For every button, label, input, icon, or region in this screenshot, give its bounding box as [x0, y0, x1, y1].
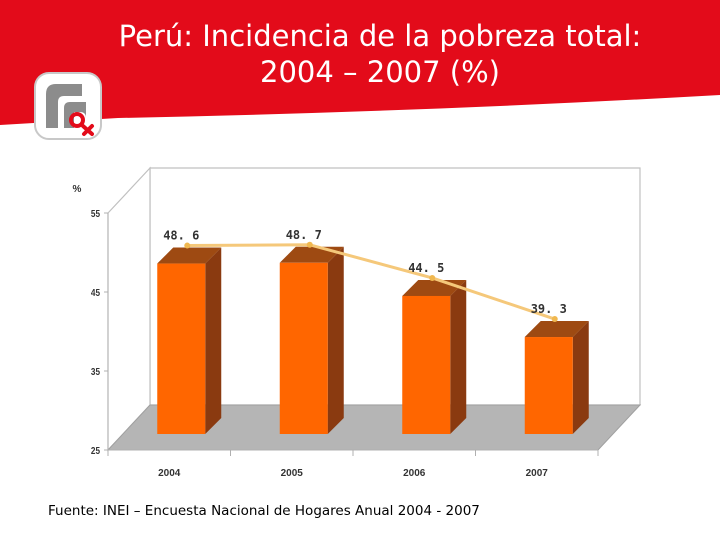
title-line-1: Perú: Incidencia de la pobreza total:: [118, 19, 642, 53]
y-tick-label: 45: [91, 287, 100, 298]
y-axis-label: %: [73, 184, 82, 195]
inei-logo-icon: [34, 72, 102, 140]
bar-side: [450, 279, 467, 434]
y-axis: 25 35 45 55%: [73, 184, 109, 456]
bar-side: [327, 246, 344, 434]
bar-2004: [157, 263, 206, 434]
bar-top: [524, 321, 589, 338]
y-tick-label: 35: [91, 366, 100, 377]
data-label-2005: 48. 7: [286, 228, 322, 242]
title-line-2: 2004 – 2007 (%): [260, 55, 500, 89]
trend-point-2006: [429, 274, 436, 281]
bar-2005: [279, 262, 328, 434]
trend-point-2005: [306, 241, 313, 248]
x-tick-label-2005: 2005: [281, 468, 304, 479]
bar-side: [205, 247, 222, 434]
page-title: Perú: Incidencia de la pobreza total: 20…: [80, 18, 680, 90]
header-banner-shape: [0, 0, 720, 125]
data-label-2006: 44. 5: [408, 261, 444, 275]
y-tick-label: 55: [91, 208, 100, 219]
trend-line-group: [184, 241, 558, 323]
x-tick-label-2006: 2006: [403, 468, 426, 479]
trend-point-2007: [551, 316, 558, 323]
labels-group: 48. 6 48. 7 44. 5 39. 3 2004 2005 2006 2007: [158, 228, 567, 479]
data-label-2004: 48. 6: [163, 229, 199, 243]
bar-2007: [524, 337, 573, 434]
bar-top: [157, 247, 222, 264]
bar-2006: [402, 295, 451, 434]
x-tick-label-2004: 2004: [158, 468, 181, 479]
y-tick-label: 25: [91, 445, 100, 456]
bars-group: [157, 246, 589, 434]
side-wall: [107, 166, 151, 452]
chart-frame: [106, 166, 642, 456]
bar-side: [572, 321, 589, 434]
data-label-2007: 39. 3: [531, 302, 567, 316]
source-note: Fuente: INEI – Encuesta Nacional de Hoga…: [48, 503, 480, 519]
trend-line: [187, 243, 556, 321]
trend-point-2004: [184, 242, 191, 249]
header-banner: [0, 0, 720, 125]
x-tick-label-2007: 2007: [526, 468, 549, 479]
